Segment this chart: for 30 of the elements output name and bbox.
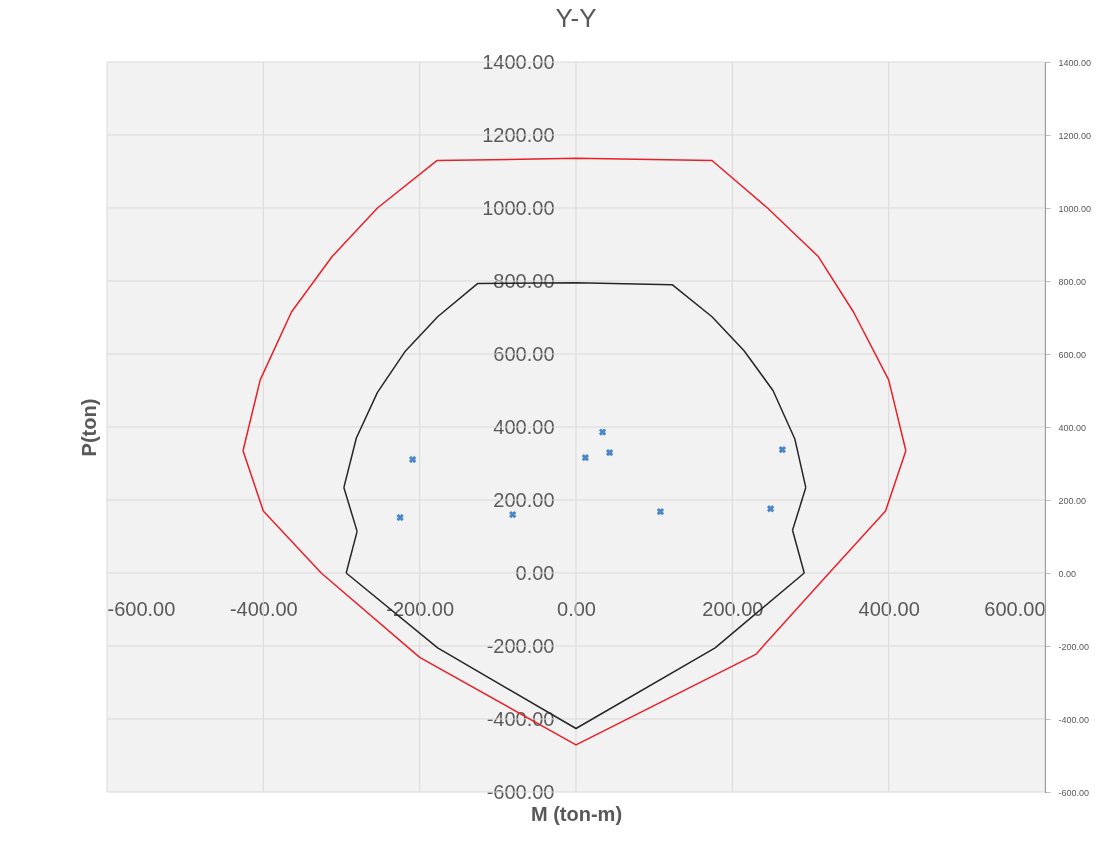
y2-tick-label: 600.00 — [1058, 349, 1087, 360]
x-tick-label: 600.00 — [984, 597, 1046, 620]
x-tick-label: 200.00 — [702, 597, 764, 620]
y-tick-label: 600.00 — [493, 342, 555, 365]
y2-tick-label: 1200.00 — [1058, 130, 1092, 141]
y2-tick-label: 1400.00 — [1058, 57, 1092, 68]
y-axis-title: P(ton) — [77, 398, 100, 457]
y2-tick-label: -400.00 — [1058, 714, 1090, 725]
y2-tick-label: -200.00 — [1058, 641, 1090, 652]
y-tick-label: 1000.00 — [482, 196, 555, 219]
y-tick-label: -200.00 — [486, 634, 555, 657]
y-tick-label: -600.00 — [486, 780, 555, 803]
y-tick-label: 0.00 — [515, 561, 555, 584]
y2-tick-label: -600.00 — [1058, 787, 1090, 798]
x-tick-label: 400.00 — [858, 597, 920, 620]
chart-title: Y-Y — [555, 3, 597, 33]
y-tick-label: 1400.00 — [482, 50, 555, 73]
y2-tick-label: 800.00 — [1058, 276, 1087, 287]
x-tick-label: 0.00 — [557, 597, 596, 620]
y2-tick-label: 400.00 — [1058, 422, 1087, 433]
x-tick-label: -400.00 — [229, 597, 298, 620]
y2-tick-label: 0.00 — [1058, 568, 1077, 579]
y2-tick-label: 1000.00 — [1058, 203, 1092, 214]
x-axis-title: M (ton-m) — [530, 802, 623, 825]
y-tick-label: 1200.00 — [482, 123, 555, 146]
x-tick-label: -200.00 — [386, 597, 455, 620]
y-tick-label: 200.00 — [493, 488, 555, 511]
y2-tick-label: 200.00 — [1058, 495, 1087, 506]
y-tick-label: 400.00 — [493, 415, 555, 438]
x-tick-label: -600.00 — [107, 597, 176, 620]
